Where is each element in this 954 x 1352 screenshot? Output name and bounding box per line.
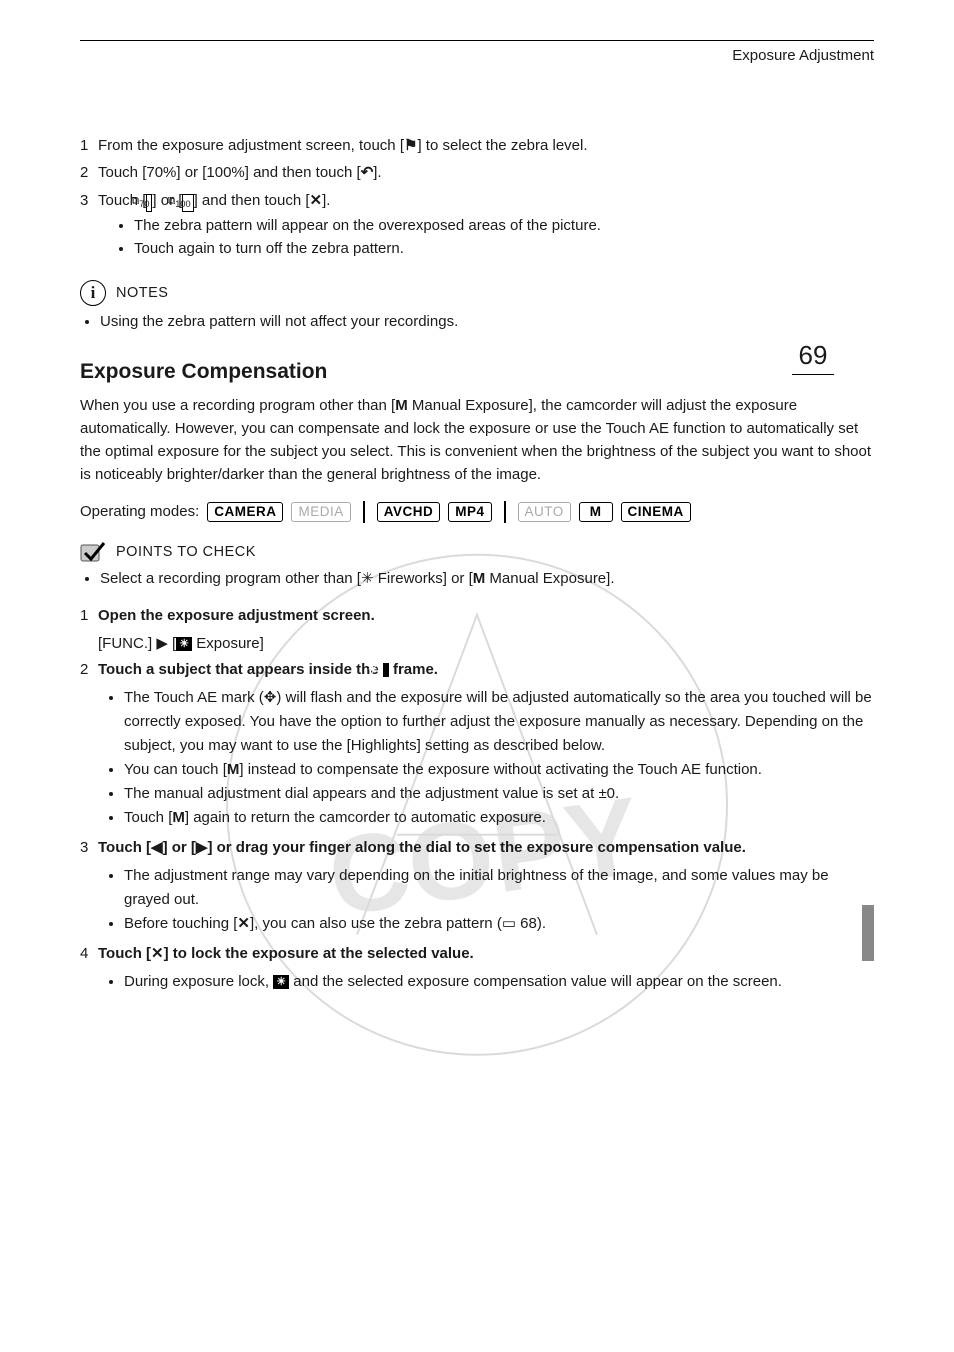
proc-step-2: 2Touch a subject that appears inside the… [80,658,874,682]
operating-modes: Operating modes: CAMERA MEDIA AVCHD MP4 … [80,501,874,523]
close-icon: ✕ [237,915,250,932]
close-icon: ✕ [310,192,323,209]
proc-2-b3: The manual adjustment dial appears and t… [124,782,874,806]
mode-mp4: MP4 [448,502,491,522]
zebra-step-3: 3Touch [⧉70] or [⧉100] and then touch [✕… [80,189,874,261]
mode-camera: CAMERA [207,502,283,522]
touchae-icon: ✥ [264,689,277,706]
fireworks-icon: ✳ [361,570,374,587]
zebra-bullet-2: Touch again to turn off the zebra patter… [134,237,874,260]
close-icon: ✕ [151,945,164,962]
book-icon: ▭ [502,915,516,932]
zebra-step-2: 2Touch [70%] or [100%] and then touch [↶… [80,161,874,184]
wrench-icon: ⚑ [404,137,417,154]
section-title: Exposure Compensation [80,360,874,384]
proc-step-1: 1Open the exposure adjustment screen. [80,604,874,628]
mode-avchd: AVCHD [377,502,441,522]
m-icon: M [473,570,486,587]
proc-2-b1: The Touch AE mark (✥) will flash and the… [124,686,874,758]
zebra-step-1: 1From the exposure adjustment screen, to… [80,134,874,157]
notes-item-1: Using the zebra pattern will not affect … [100,310,874,333]
notes-label: NOTES [116,285,168,301]
points-heading: POINTS TO CHECK [80,541,874,563]
chevron-right-icon: ▶ [156,635,168,652]
mode-auto: AUTO [518,502,571,522]
points-item-1: Select a recording program other than [✳… [100,567,874,590]
page-number: 69 [792,340,834,375]
zebra100-icon: ⧉100 [182,194,193,212]
m-icon: M [227,761,240,778]
points-label: POINTS TO CHECK [116,544,256,560]
proc-2-b4: Touch [M] again to return the camcorder … [124,806,874,830]
proc-3-b2: Before touching [✕], you can also use th… [124,912,874,936]
procedure-steps: 1Open the exposure adjustment screen. [80,604,874,628]
mode-sep-2 [504,501,506,523]
mode-cinema: CINEMA [621,502,691,522]
right-icon: ▶ [196,839,208,856]
section-header: Exposure Adjustment [80,47,874,64]
check-icon [80,541,106,563]
exposure-icon: ☀ [176,637,192,651]
section-tab [862,905,874,961]
info-icon: i [80,280,106,306]
header-rule [80,40,874,41]
return-icon: ↶ [361,164,374,181]
proc-2-b2: You can touch [M] instead to compensate … [124,758,874,782]
notes-heading: i NOTES [80,280,874,306]
exposure-lock-icon: ☀ [273,975,289,989]
mode-media: MEDIA [291,502,350,522]
mode-m: M [579,502,613,522]
zebra-bullet-1: The zebra pattern will appear on the ove… [134,214,874,237]
proc-step-3: 3Touch [◀] or [▶] or drag your finger al… [80,836,874,860]
proc-step-1-sub: [FUNC.] ▶ [☀ Exposure] [80,632,874,656]
zebra-steps: 1From the exposure adjustment screen, to… [80,134,874,260]
mode-sep-1 [363,501,365,523]
m-icon: M [172,809,185,826]
opmodes-label: Operating modes: [80,503,199,520]
left-icon: ◀ [151,839,163,856]
proc-3-b1: The adjustment range may vary depending … [124,864,874,912]
m-icon: M [395,397,408,414]
proc-step-4: 4Touch [✕] to lock the exposure at the s… [80,942,874,966]
ec-intro: When you use a recording program other t… [80,394,874,487]
proc-4-b1: During exposure lock, ☀ and the selected… [124,970,874,994]
